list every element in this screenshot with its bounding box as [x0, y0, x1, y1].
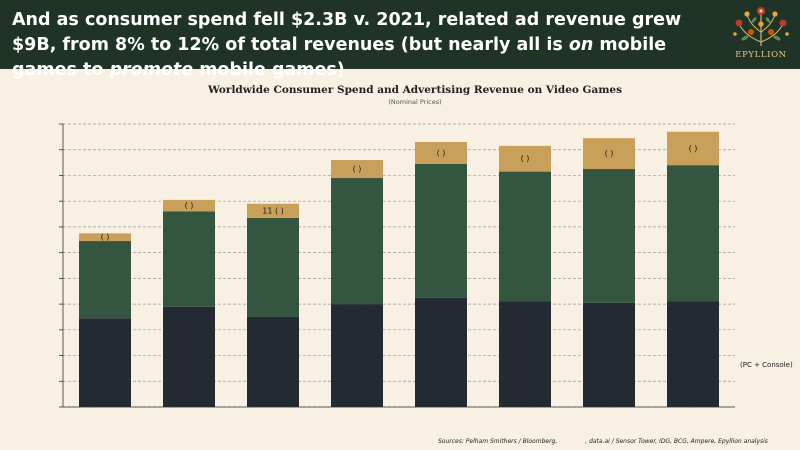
segment-label: ( ): [353, 165, 362, 174]
bar-segment: [415, 297, 467, 407]
bar-segment: [499, 145, 551, 172]
bar-segment: [667, 165, 719, 302]
bar-segment: [331, 160, 383, 179]
header-banner: And as consumer spend fell $2.3B v. 2021…: [0, 0, 800, 80]
bar-segment: [583, 302, 635, 407]
segment-label: ( ): [521, 154, 530, 163]
bar-segment: [583, 138, 635, 170]
bar-segment: [163, 306, 215, 407]
source-part-1: Sources: Pelham Smithers / Bloomberg,: [438, 438, 558, 445]
bar-segment: [667, 131, 719, 166]
bar-segment: [583, 169, 635, 303]
logo-wordmark: EPYLLION: [735, 50, 787, 60]
segment-label: ( ): [689, 144, 698, 153]
bar-segment: [331, 178, 383, 305]
bar-segment: [247, 203, 299, 218]
segment-label: 11 ( ): [262, 206, 284, 215]
bar-segment: [163, 211, 215, 307]
bar-segment: [79, 318, 131, 407]
floral-ornament-icon: [733, 7, 789, 46]
bar-segment: [247, 217, 299, 317]
bar-segment: [79, 233, 131, 242]
headline-part: mobile games to: [12, 35, 667, 80]
bar-segment: [415, 163, 467, 298]
headline: And as consumer spend fell $2.3B v. 2021…: [12, 8, 724, 83]
chart-subtitle: (Nominal Prices): [388, 98, 442, 106]
bar-segment: [415, 142, 467, 164]
headline-part: mobile games): [193, 60, 345, 80]
segment-label: ( ): [437, 148, 446, 157]
segment-label: ( ): [101, 233, 110, 242]
source-part-2: , data.ai / Sensor Tower, IDG, BCG, Ampe…: [585, 438, 768, 445]
source-note: Sources: Pelham Smithers / Bloomberg, , d…: [438, 438, 798, 445]
bar-segment: [499, 301, 551, 407]
bar-segment: [499, 171, 551, 302]
chart-title: Worldwide Consumer Spend and Advertising…: [207, 84, 623, 96]
bar-segment: [247, 316, 299, 407]
headline-part: on: [568, 35, 594, 55]
segment-label: ( ): [185, 201, 194, 210]
annotation-pc-console: (PC + Console): [740, 361, 793, 369]
bar-segment: [79, 241, 131, 319]
epyllion-logo: [733, 7, 789, 46]
bar-segment: [667, 301, 719, 407]
headline-part: promote: [109, 60, 194, 80]
bar-segment: [331, 304, 383, 407]
bar-segment: [163, 199, 215, 212]
segment-label: ( ): [605, 149, 614, 158]
headline-part: And as consumer spend fell $2.3B v. 2021…: [12, 10, 682, 55]
